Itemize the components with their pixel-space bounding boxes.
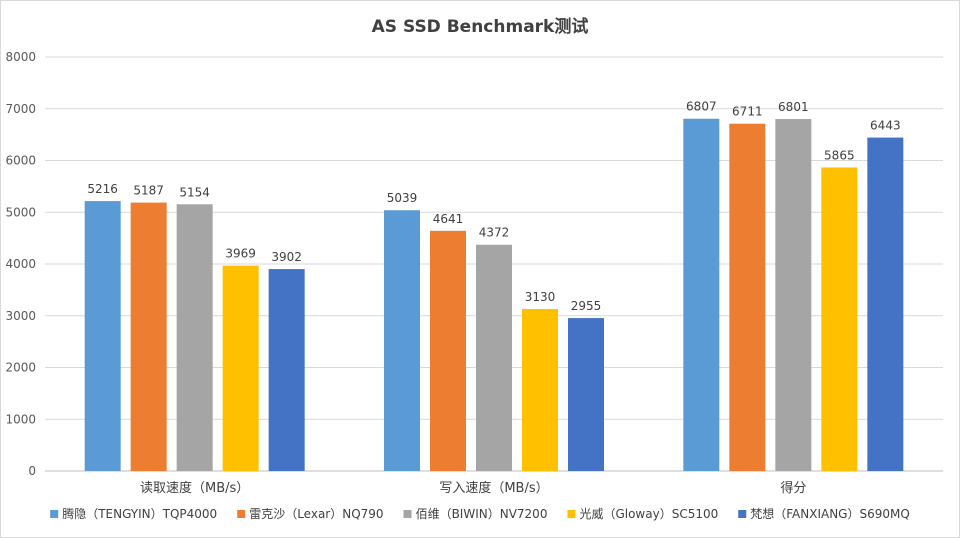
legend-label: 腾隐（TENGYIN）TQP4000 (62, 506, 217, 521)
data-label: 2955 (571, 299, 602, 313)
y-tick-label: 3000 (5, 309, 36, 323)
y-tick-label: 8000 (5, 50, 36, 64)
legend-label: 光威（Gloway）SC5100 (579, 507, 718, 521)
y-axis: 0 1000 2000 3000 4000 5000 6000 7000 8000 (5, 50, 36, 478)
data-label: 3902 (271, 250, 302, 264)
x-category-label: 得分 (780, 480, 806, 496)
data-label: 5187 (133, 184, 164, 198)
x-axis: 读取速度（MB/s） 写入速度（MB/s） 得分 (140, 480, 806, 496)
bar (522, 309, 558, 471)
legend-label: 梵想（FANXIANG）S690MQ (750, 506, 910, 521)
bar (222, 265, 259, 471)
bars (84, 118, 904, 472)
bar (130, 202, 167, 471)
data-label: 6807 (686, 100, 717, 114)
legend-item: 光威（Gloway）SC5100 (567, 507, 718, 521)
y-tick-label: 2000 (5, 361, 36, 375)
bar (268, 269, 305, 471)
bar (430, 230, 466, 471)
x-category-label: 写入速度（MB/s） (439, 480, 548, 496)
bar (729, 123, 766, 471)
bar (867, 137, 904, 471)
data-label: 3969 (225, 247, 256, 261)
y-tick-label: 4000 (5, 257, 36, 271)
data-label: 6801 (778, 100, 809, 114)
data-label: 6443 (870, 119, 901, 133)
data-labels: 5216 5187 5154 3969 3902 5039 4641 4372 3130 2955… (87, 100, 900, 313)
legend-swatch (567, 510, 576, 518)
bar (683, 118, 720, 472)
y-tick-label: 6000 (5, 154, 36, 168)
data-label: 6711 (732, 105, 763, 119)
bar (821, 167, 858, 471)
data-label: 4641 (433, 212, 464, 226)
bar (84, 201, 121, 471)
data-label: 5865 (824, 148, 855, 162)
legend-item: 雷克沙（Lexar）NQ790 (237, 507, 384, 521)
data-label: 5216 (87, 182, 118, 196)
x-category-label: 读取速度（MB/s） (140, 480, 249, 496)
data-label: 5039 (387, 191, 418, 205)
bar (568, 318, 604, 471)
data-label: 5154 (179, 185, 210, 199)
legend-label: 雷克沙（Lexar）NQ790 (249, 507, 383, 521)
bar (384, 210, 420, 471)
legend-label: 佰维（BIWIN）NV7200 (416, 507, 548, 521)
legend-item: 佰维（BIWIN）NV7200 (403, 507, 548, 521)
legend: 腾隐（TENGYIN）TQP4000 雷克沙（Lexar）NQ790 佰维（BIWI… (50, 506, 910, 521)
y-tick-label: 1000 (5, 412, 36, 426)
legend-item: 腾隐（TENGYIN）TQP4000 (50, 506, 217, 521)
bar (476, 244, 512, 471)
legend-swatch (403, 510, 412, 518)
bar (775, 119, 812, 471)
bar (176, 204, 213, 471)
y-tick-label: 5000 (5, 205, 36, 219)
legend-swatch (237, 510, 246, 518)
data-label: 3130 (525, 290, 556, 304)
legend-swatch (50, 510, 59, 518)
legend-swatch (738, 510, 747, 518)
data-label: 4372 (479, 226, 510, 240)
y-tick-label: 0 (28, 464, 36, 478)
y-tick-label: 7000 (5, 102, 36, 116)
chart-title: AS SSD Benchmark测试 (372, 16, 589, 37)
legend-item: 梵想（FANXIANG）S690MQ (738, 506, 910, 521)
